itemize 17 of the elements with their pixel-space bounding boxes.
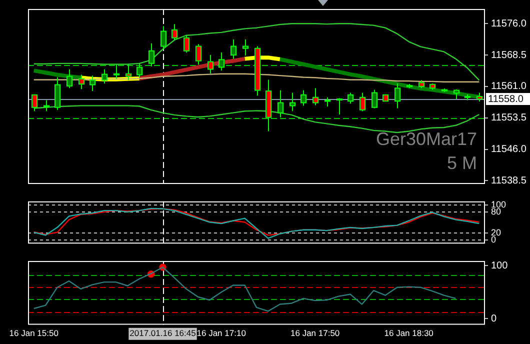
x-tick-label: 16 Jan 15:50 xyxy=(9,328,59,338)
x-tick-label: 16 Jan 17:10 xyxy=(196,328,246,338)
x-tick-label: 2017.01.16 16:45 xyxy=(130,328,196,338)
y-tick-label: 11561.0 xyxy=(491,81,527,92)
annotation: 5 M xyxy=(446,152,477,173)
x-tick-label: 16 Jan 18:30 xyxy=(384,328,434,338)
y-tick-label: 0 xyxy=(491,234,496,245)
y-tick-label: 11568.5 xyxy=(491,50,527,61)
annotation: Ger30Mar17 xyxy=(376,128,477,149)
y-tick-label: 11553.5 xyxy=(491,112,527,124)
y-tick-label: 11576.0 xyxy=(491,18,527,30)
x-tick-label: 16 Jan 17:50 xyxy=(290,328,340,338)
y-tick-label: 0 xyxy=(491,313,497,324)
y-tick-label: 11546.0 xyxy=(491,144,527,155)
y-tick-label: 100 xyxy=(491,260,508,272)
y-tick-label: 11538.5 xyxy=(491,175,527,186)
ref-line-label: 11558.0 xyxy=(488,94,524,105)
